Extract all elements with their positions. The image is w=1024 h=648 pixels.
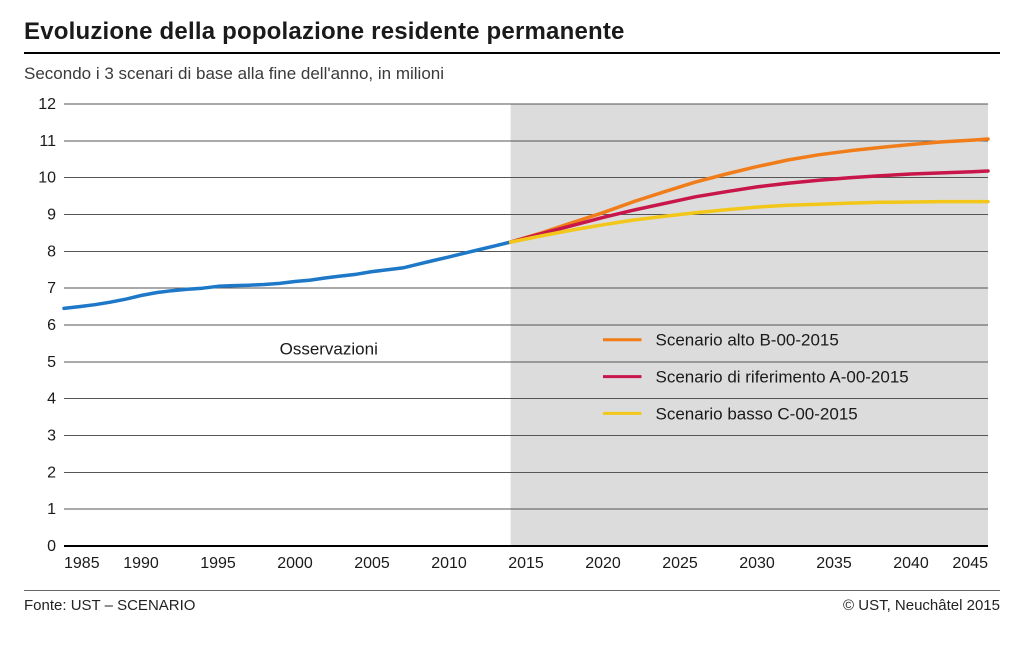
y-tick-label: 0: [47, 538, 56, 555]
chart-svg: 0123456789101112198519901995200020052010…: [24, 98, 1000, 576]
chart-title: Evoluzione della popolazione residente p…: [24, 18, 1000, 46]
chart-subtitle: Secondo i 3 scenari di base alla fine de…: [24, 64, 1000, 84]
x-tick-label: 2000: [277, 555, 313, 572]
x-tick-label: 2045: [952, 555, 988, 572]
y-tick-label: 1: [47, 501, 56, 518]
y-tick-label: 6: [47, 317, 56, 334]
y-tick-label: 3: [47, 428, 56, 445]
y-tick-label: 9: [47, 207, 56, 224]
y-tick-label: 2: [47, 464, 56, 481]
observations-label: Osservazioni: [280, 339, 378, 358]
footer-rule: [24, 590, 1000, 591]
x-tick-label: 2035: [816, 555, 852, 572]
x-tick-label: 1990: [123, 555, 159, 572]
x-tick-label: 2010: [431, 555, 467, 572]
x-tick-label: 2040: [893, 555, 929, 572]
series-observed: [64, 242, 511, 308]
legend-label: Scenario alto B-00-2015: [656, 331, 839, 350]
y-tick-label: 12: [38, 98, 56, 113]
footer-copyright: © UST, Neuchâtel 2015: [843, 597, 1000, 614]
x-tick-label: 1995: [200, 555, 236, 572]
x-tick-label: 2015: [508, 555, 544, 572]
y-tick-label: 11: [39, 133, 56, 150]
legend-label: Scenario basso C-00-2015: [656, 404, 858, 423]
chart-footer: Fonte: UST – SCENARIO © UST, Neuchâtel 2…: [24, 597, 1000, 614]
y-tick-label: 10: [38, 170, 56, 187]
x-tick-label: 1985: [64, 555, 100, 572]
y-tick-label: 4: [47, 391, 56, 408]
x-tick-label: 2020: [585, 555, 621, 572]
chart-container: Evoluzione della popolazione residente p…: [0, 0, 1024, 648]
title-rule: [24, 52, 1000, 54]
y-tick-label: 5: [47, 354, 56, 371]
footer-source: Fonte: UST – SCENARIO: [24, 597, 195, 614]
legend-label: Scenario di riferimento A-00-2015: [656, 368, 909, 387]
y-tick-label: 7: [47, 280, 56, 297]
x-tick-label: 2030: [739, 555, 775, 572]
x-tick-label: 2005: [354, 555, 390, 572]
y-tick-label: 8: [47, 243, 56, 260]
x-tick-label: 2025: [662, 555, 698, 572]
plot-area: 0123456789101112198519901995200020052010…: [24, 98, 1000, 576]
